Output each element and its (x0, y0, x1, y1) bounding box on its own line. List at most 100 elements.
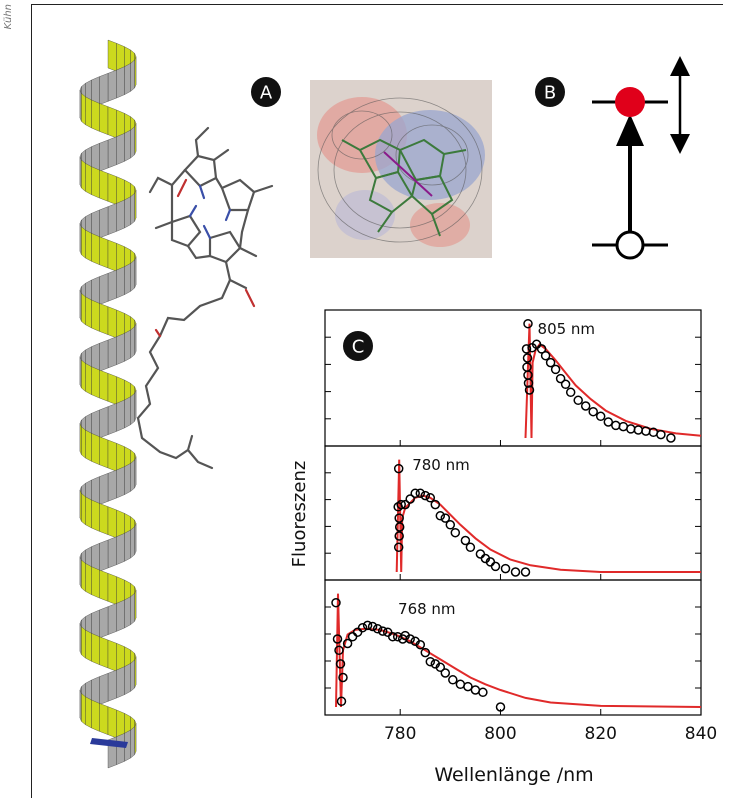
data-point (550, 364, 561, 375)
helix-segment (107, 469, 117, 502)
data-point (603, 417, 614, 427)
helix-segment (99, 673, 109, 705)
data-point (362, 620, 373, 631)
data-point (545, 357, 556, 368)
helix-segment (107, 269, 117, 302)
fluorescence-chart: 805 nm 780 nm 768 nm 780 800 820 840 (324, 309, 717, 744)
fit-curve (524, 323, 702, 439)
helix-segment (124, 529, 131, 562)
helix-segment (107, 373, 117, 405)
helix-segment (107, 439, 117, 472)
data-point (633, 425, 644, 435)
helix-segment (99, 103, 109, 135)
excitation-label: 780 nm (412, 456, 470, 474)
helix-segment (116, 333, 125, 365)
helix-segment (81, 692, 86, 726)
data-point (500, 563, 511, 574)
helix-segment (116, 199, 125, 232)
helix-segment (107, 39, 117, 72)
helix-segment (134, 389, 137, 422)
helix-segment (124, 329, 131, 362)
helix-segment (99, 636, 109, 669)
helix-segment (79, 289, 82, 322)
helix-segment (85, 229, 92, 262)
data-point (580, 401, 591, 411)
data-point (420, 647, 431, 658)
helix-segment (79, 156, 82, 189)
helix-segment (130, 392, 135, 426)
helix-segment (99, 539, 109, 572)
helix-segment (99, 569, 109, 602)
excitation-arrowhead (616, 114, 644, 146)
helix-segment (85, 429, 92, 462)
contour-lines (317, 97, 483, 243)
pyrrole-ring-d (170, 214, 202, 248)
helix-segment (99, 703, 109, 735)
helix-segment (99, 169, 109, 202)
helix-segment (116, 533, 125, 565)
helix-segment (79, 489, 82, 522)
helix-segment (107, 203, 117, 235)
spectrum-frame (324, 309, 702, 447)
helix-segment (107, 239, 117, 272)
helix-segment (116, 66, 125, 99)
ground-state-hole (615, 230, 645, 260)
panel-a: A (251, 77, 492, 258)
helix-segment (134, 123, 137, 155)
helix-segment (99, 339, 109, 372)
helix-segment (79, 556, 82, 589)
helix-segment (91, 299, 100, 332)
data-point (377, 626, 388, 636)
spectrum-panel: 780 nm (324, 445, 702, 581)
data-point (560, 379, 571, 390)
helix-segment (85, 96, 92, 129)
data-point (400, 499, 410, 510)
data-point (394, 513, 404, 523)
helix-segment (116, 666, 125, 699)
data-point (336, 696, 347, 707)
data-point (463, 681, 473, 692)
helix-segment (116, 266, 125, 299)
helix-segment (91, 366, 100, 399)
data-point (415, 639, 426, 650)
pyrrole-ring-a (183, 154, 218, 188)
helix-segment (107, 573, 117, 605)
helix-segment (79, 89, 82, 122)
data-point (448, 675, 458, 685)
helix-segment (130, 592, 135, 626)
data-point (524, 385, 535, 395)
helix-segment (79, 423, 82, 455)
spectrum-frame (324, 579, 702, 716)
data-point (425, 493, 436, 503)
helix-segment (107, 669, 117, 702)
helix-segment (99, 503, 109, 535)
data-point (440, 513, 451, 523)
helix-segment (130, 59, 135, 92)
energy-shift-up-arrow (670, 56, 690, 76)
data-point (347, 631, 358, 642)
data-point (331, 597, 341, 608)
helix-segment (107, 603, 117, 635)
helix-segment (124, 463, 131, 495)
panel-b-letter: B (544, 83, 556, 104)
helix-segment (130, 259, 135, 292)
helix-segment (130, 192, 135, 226)
helix-segment (79, 356, 82, 389)
helix-segment (107, 336, 117, 369)
helix-segment (107, 106, 117, 139)
helix-segment (107, 706, 117, 739)
helix-segment (99, 73, 109, 105)
oxygen-bonds (154, 178, 256, 338)
helix-segment (85, 296, 92, 329)
pyrrole-ring-c (208, 230, 242, 264)
helix-segment (91, 433, 100, 465)
energy-shift-down-arrow (670, 134, 690, 154)
helix-segment (134, 323, 137, 355)
data-point (410, 488, 420, 499)
helix-segment (99, 473, 109, 505)
panel-c-badge (343, 331, 373, 361)
pyrrole-ring-b (220, 178, 256, 212)
helix-segment (124, 263, 131, 295)
helix-segment (107, 69, 117, 102)
